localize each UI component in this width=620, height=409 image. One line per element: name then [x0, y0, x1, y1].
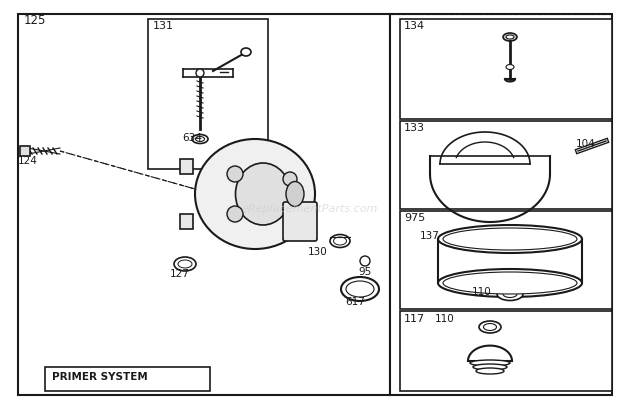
Ellipse shape [341, 277, 379, 301]
Text: 131: 131 [153, 21, 174, 31]
Bar [400, 19, 612, 119]
Ellipse shape [443, 228, 577, 250]
Text: 130: 130 [308, 247, 328, 257]
Ellipse shape [438, 269, 582, 297]
Text: 127: 127 [170, 269, 190, 279]
Circle shape [360, 256, 370, 266]
Ellipse shape [506, 35, 514, 39]
Bar [400, 211, 612, 309]
Text: 95: 95 [358, 267, 371, 277]
Text: 137: 137 [420, 231, 440, 241]
Bar [20, 146, 30, 156]
Text: 134: 134 [404, 21, 425, 31]
Ellipse shape [192, 135, 208, 144]
Ellipse shape [334, 237, 347, 245]
Ellipse shape [503, 290, 517, 297]
Ellipse shape [484, 324, 497, 330]
Text: PRIMER SYSTEM: PRIMER SYSTEM [52, 372, 148, 382]
Text: 133: 133 [404, 123, 425, 133]
Circle shape [227, 206, 243, 222]
Ellipse shape [241, 48, 251, 56]
Ellipse shape [195, 139, 315, 249]
Ellipse shape [503, 33, 517, 41]
Bar [400, 121, 612, 209]
Polygon shape [180, 159, 193, 174]
FancyBboxPatch shape [283, 202, 317, 241]
Text: eReplacementParts.com: eReplacementParts.com [242, 204, 378, 214]
Bar [400, 311, 612, 391]
Ellipse shape [286, 182, 304, 207]
Ellipse shape [479, 321, 501, 333]
Bar [45, 367, 210, 391]
Polygon shape [180, 214, 193, 229]
Ellipse shape [174, 257, 196, 271]
Bar [18, 14, 390, 395]
Ellipse shape [473, 364, 507, 370]
Circle shape [196, 69, 204, 77]
Ellipse shape [346, 281, 374, 297]
Ellipse shape [438, 225, 582, 253]
Ellipse shape [497, 288, 523, 301]
Ellipse shape [178, 260, 192, 268]
Bar [390, 14, 612, 395]
Ellipse shape [506, 65, 514, 70]
Circle shape [227, 166, 243, 182]
Text: 110: 110 [472, 287, 492, 297]
Text: 124: 124 [18, 156, 38, 166]
Text: 125: 125 [24, 14, 46, 27]
Text: 634: 634 [182, 133, 202, 143]
Ellipse shape [195, 137, 205, 142]
Text: 104: 104 [576, 139, 596, 149]
Bar [148, 19, 268, 169]
Ellipse shape [476, 368, 504, 374]
Ellipse shape [443, 272, 577, 294]
Ellipse shape [470, 360, 510, 366]
Text: 110: 110 [435, 314, 454, 324]
Ellipse shape [236, 163, 291, 225]
Ellipse shape [330, 234, 350, 247]
Circle shape [283, 172, 297, 186]
Text: 117: 117 [404, 314, 425, 324]
Text: 617: 617 [345, 297, 365, 307]
Text: 975: 975 [404, 213, 425, 223]
